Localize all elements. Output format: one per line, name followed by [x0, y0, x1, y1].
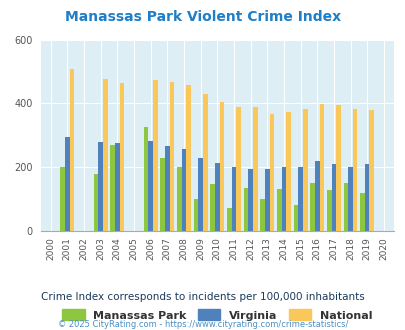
Bar: [252, 107, 257, 231]
Bar: [319, 104, 323, 231]
Bar: [260, 199, 264, 231]
Bar: [164, 146, 169, 231]
Bar: [286, 112, 290, 231]
Bar: [369, 110, 373, 231]
Bar: [297, 167, 302, 231]
Bar: [202, 94, 207, 231]
Bar: [309, 182, 314, 231]
Bar: [169, 82, 174, 231]
Bar: [314, 161, 319, 231]
Bar: [231, 167, 236, 231]
Legend: Manassas Park, Virginia, National: Manassas Park, Virginia, National: [58, 305, 375, 325]
Bar: [60, 167, 65, 231]
Bar: [331, 164, 335, 231]
Bar: [181, 149, 186, 231]
Bar: [347, 167, 352, 231]
Bar: [343, 183, 347, 231]
Bar: [236, 107, 240, 231]
Bar: [186, 85, 190, 231]
Bar: [293, 206, 297, 231]
Bar: [65, 137, 69, 231]
Bar: [102, 80, 107, 231]
Bar: [326, 189, 331, 231]
Bar: [119, 83, 124, 231]
Bar: [98, 142, 102, 231]
Bar: [281, 167, 286, 231]
Bar: [352, 109, 357, 231]
Bar: [214, 163, 219, 231]
Text: Crime Index corresponds to incidents per 100,000 inhabitants: Crime Index corresponds to incidents per…: [41, 292, 364, 302]
Bar: [210, 184, 214, 231]
Bar: [243, 188, 247, 231]
Bar: [93, 174, 98, 231]
Bar: [302, 109, 307, 231]
Bar: [198, 158, 202, 231]
Text: Manassas Park Violent Crime Index: Manassas Park Violent Crime Index: [65, 10, 340, 24]
Bar: [69, 69, 74, 231]
Bar: [335, 105, 340, 231]
Bar: [276, 188, 281, 231]
Bar: [359, 193, 364, 231]
Bar: [219, 102, 224, 231]
Bar: [143, 127, 148, 231]
Bar: [148, 141, 153, 231]
Bar: [177, 167, 181, 231]
Bar: [247, 169, 252, 231]
Text: © 2025 CityRating.com - https://www.cityrating.com/crime-statistics/: © 2025 CityRating.com - https://www.city…: [58, 320, 347, 329]
Bar: [226, 208, 231, 231]
Bar: [264, 169, 269, 231]
Bar: [115, 143, 119, 231]
Bar: [269, 114, 273, 231]
Bar: [193, 199, 198, 231]
Bar: [364, 164, 369, 231]
Bar: [153, 80, 157, 231]
Bar: [110, 145, 115, 231]
Bar: [160, 158, 164, 231]
